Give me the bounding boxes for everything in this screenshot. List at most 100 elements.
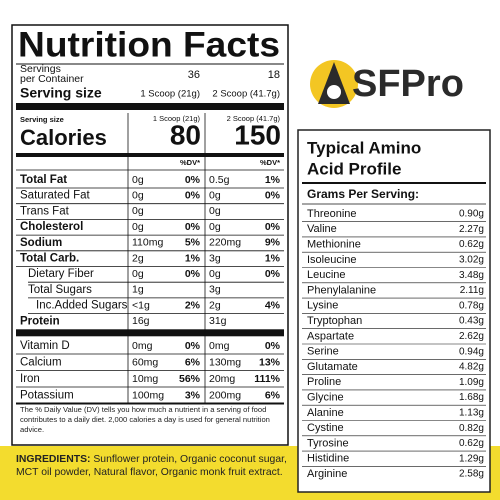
nutrient-name: Potassium: [20, 390, 74, 402]
nutrient-name: Calcium: [20, 357, 62, 369]
calories-label: Calories: [20, 125, 107, 150]
amount: 0g: [132, 268, 144, 280]
amino-name: Glutamate: [307, 361, 358, 373]
serving-size-value: 1 Scoop (21g): [140, 89, 200, 100]
daily-value: 6%: [265, 389, 281, 401]
amount: <1g: [132, 299, 150, 311]
amino-name: Proline: [307, 376, 341, 388]
dv-header: %DV*: [260, 158, 280, 167]
amino-value: 1.29g: [459, 453, 484, 464]
ingredients: INGREDIENTS: Sunflower protein, Organic …: [16, 453, 290, 479]
amino-title: Acid Profile: [307, 159, 401, 178]
amino-value: 2.27g: [459, 224, 484, 235]
amount: 0g: [132, 189, 144, 201]
amino-value: 3.02g: [459, 255, 484, 266]
daily-value: 13%: [259, 356, 281, 368]
amino-title: Typical Amino: [307, 138, 421, 157]
amount: 0mg: [132, 340, 153, 352]
thick-bar: [16, 103, 284, 110]
nutrient-name: Total Carb.: [20, 253, 79, 265]
amount: 0mg: [209, 340, 230, 352]
amino-name: Glycine: [307, 392, 344, 404]
amino-panel: [297, 129, 491, 493]
amount: 2g: [209, 299, 221, 311]
nutrient-name: Dietary Fiber: [28, 268, 94, 280]
daily-value: 0%: [265, 221, 281, 233]
serving-value: 1 Scoop (21g): [153, 114, 201, 123]
ingredients-text: Sunflower protein, Organic coconut sugar…: [16, 454, 287, 478]
calories-value: 80: [170, 119, 201, 150]
thick-bar: [16, 153, 284, 157]
amino-name: Lysine: [307, 300, 338, 312]
serving-size-label: Serving size: [20, 85, 102, 101]
nutrient-name: Vitamin D: [20, 340, 70, 352]
amino-value: 1.09g: [459, 377, 484, 388]
daily-value: 56%: [179, 373, 201, 385]
amino-name: Valine: [307, 223, 337, 235]
nutrient-name: Inc.Added Sugars: [36, 300, 128, 312]
amino-name: Serine: [307, 346, 339, 358]
amount: 2g: [132, 252, 144, 264]
servings-value: 36: [188, 69, 200, 81]
daily-value: 4%: [265, 299, 281, 311]
calories-value: 150: [234, 119, 281, 150]
amount: 60mg: [132, 356, 158, 368]
thick-bar: [16, 329, 284, 337]
amino-value: 2.58g: [459, 469, 484, 480]
amino-name: Phenylalanine: [307, 284, 376, 296]
amino-name: Aspartate: [307, 330, 354, 342]
daily-value: 0%: [185, 268, 201, 280]
daily-value: 0%: [185, 189, 201, 201]
amount: 16g: [132, 315, 150, 327]
daily-value: 3%: [185, 389, 201, 401]
serving-size-value: 2 Scoop (41.7g): [212, 89, 280, 100]
nutrient-name: Iron: [20, 373, 40, 385]
amount: 0.5g: [209, 174, 230, 186]
amino-name: Leucine: [307, 269, 346, 281]
amino-value: 0.78g: [459, 300, 484, 311]
amino-name: Tryptophan: [307, 315, 362, 327]
nutrient-name: Sodium: [20, 237, 62, 249]
amount: 110mg: [132, 237, 163, 249]
nutrient-name: Total Sugars: [28, 284, 92, 296]
amino-value: 3.48g: [459, 270, 484, 281]
daily-value: 5%: [185, 237, 201, 249]
servings-value: 18: [268, 69, 280, 81]
title: Nutrition Facts: [18, 25, 280, 64]
dv-header: %DV*: [180, 158, 200, 167]
amount: 10mg: [132, 373, 158, 385]
amino-value: 0.90g: [459, 209, 484, 220]
serving-label: Serving size: [20, 115, 64, 124]
amount: 1g: [132, 284, 144, 296]
nutrient-name: Cholesterol: [20, 221, 83, 233]
daily-value: 1%: [265, 174, 281, 186]
nutrient-name: Total Fat: [20, 174, 67, 186]
amino-name: Threonine: [307, 208, 357, 220]
amount: 0g: [209, 189, 221, 201]
logo-text: SFPro: [352, 63, 464, 105]
amino-value: 1.13g: [459, 408, 484, 419]
servings-label: per Container: [20, 73, 84, 85]
daily-value: 1%: [265, 252, 281, 264]
daily-value: 0%: [265, 189, 281, 201]
amount: 130mg: [209, 356, 241, 368]
daily-value: 0%: [185, 340, 201, 352]
daily-value: 111%: [254, 373, 280, 385]
amino-name: Isoleucine: [307, 254, 357, 266]
footnote: The % Daily Value (DV) tells you how muc…: [20, 405, 270, 434]
daily-value: 0%: [185, 174, 201, 186]
amino-value: 0.62g: [459, 438, 484, 449]
amount: 3g: [209, 252, 221, 264]
amino-name: Cystine: [307, 422, 344, 434]
ingredients-label: INGREDIENTS:: [16, 454, 91, 465]
amount: 0g: [209, 221, 221, 233]
amino-value: 0.62g: [459, 239, 484, 250]
daily-value: 6%: [185, 356, 201, 368]
amount: 100mg: [132, 389, 164, 401]
daily-value: 0%: [185, 221, 201, 233]
amino-header: Grams Per Serving:: [307, 187, 419, 201]
amino-value: 2.62g: [459, 331, 484, 342]
amount: 200mg: [209, 389, 241, 401]
